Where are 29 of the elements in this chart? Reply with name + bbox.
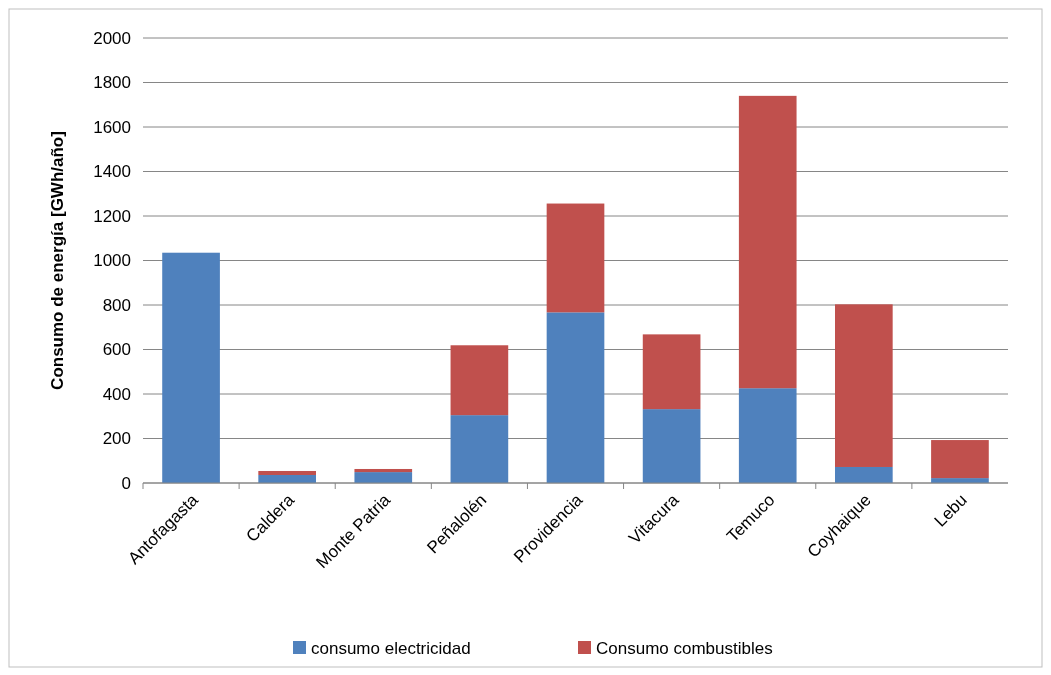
bar xyxy=(738,95,797,389)
bar xyxy=(162,252,220,483)
y-tick-label: 0 xyxy=(121,473,131,493)
y-tick-label: 1400 xyxy=(93,162,131,182)
legend-label: Consumo combustibles xyxy=(596,638,773,658)
y-tick-label: 600 xyxy=(102,340,131,360)
bar xyxy=(931,440,989,479)
y-tick-label: 1000 xyxy=(93,251,131,271)
y-axis-title: Consumo de energía [GWh/año] xyxy=(48,131,67,390)
bar xyxy=(642,409,701,483)
bar xyxy=(450,345,509,416)
y-tick-label: 800 xyxy=(102,295,131,315)
y-tick-label: 200 xyxy=(102,429,131,449)
y-tick-label: 400 xyxy=(102,384,131,404)
bar xyxy=(354,468,413,473)
bar xyxy=(546,312,605,483)
bar xyxy=(835,466,893,483)
bar xyxy=(354,472,413,483)
bar xyxy=(450,415,509,483)
bar xyxy=(738,388,797,483)
y-tick-label: 1600 xyxy=(93,117,131,137)
bar xyxy=(546,203,605,313)
bar xyxy=(642,334,701,410)
y-tick-label: 1200 xyxy=(93,206,131,226)
legend-label: consumo electricidad xyxy=(311,638,471,658)
y-tick-label: 2000 xyxy=(93,28,131,48)
bar xyxy=(835,304,893,467)
y-tick-label: 1800 xyxy=(93,73,131,93)
bar xyxy=(258,470,316,475)
